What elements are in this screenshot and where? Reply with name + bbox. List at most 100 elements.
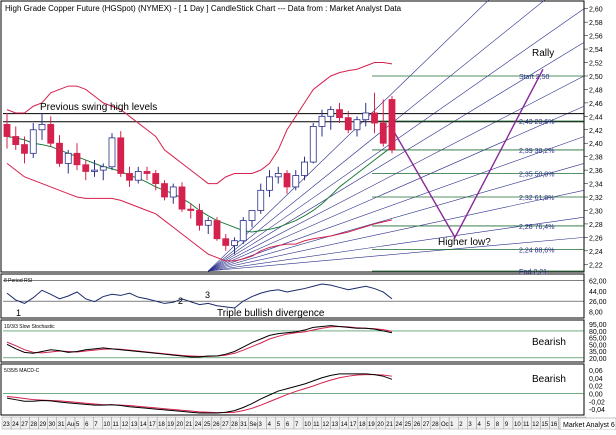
- x-axis-label: 9: [505, 422, 509, 428]
- price-axis-label: 2,24: [589, 249, 603, 256]
- x-axis-label: 13: [332, 422, 339, 428]
- x-axis-label: 24: [12, 422, 19, 428]
- candle-body: [12, 136, 20, 145]
- previous-swing-label: Previous swing high levels: [40, 102, 157, 113]
- x-axis-label: 17: [350, 422, 357, 428]
- x-axis-label: 8: [496, 422, 500, 428]
- x-axis-label: 15: [541, 422, 548, 428]
- candle-body: [318, 115, 326, 127]
- fib-level-label: 2,39 38,2%: [519, 148, 554, 155]
- x-axis-label: 31: [240, 422, 247, 428]
- price-axis-label: 2,32: [589, 195, 603, 202]
- candle-body: [274, 173, 282, 178]
- candle-body: [82, 164, 90, 172]
- x-axis-label: 5: [487, 422, 491, 428]
- candle-body: [29, 129, 37, 154]
- x-axis-label: 3: [468, 422, 472, 428]
- price-axis-label: 2,36: [589, 168, 603, 175]
- rsi-axis-label: 62,00: [589, 279, 607, 286]
- x-axis-label: 24: [395, 422, 402, 428]
- candle-body: [231, 240, 238, 246]
- x-axis-label: 6: [85, 422, 89, 428]
- x-axis-label: 10: [514, 422, 521, 428]
- candle-body: [91, 169, 98, 172]
- x-axis-label: 25: [405, 422, 412, 428]
- rsi-line: [6, 283, 393, 309]
- price-axis-label: 2,30: [589, 208, 603, 215]
- divergence-point-3: 3: [205, 290, 210, 300]
- candle-body: [379, 122, 387, 144]
- macd-panel-label: 5/35/5 MACD-C: [4, 368, 40, 374]
- x-axis-label: 27: [423, 422, 430, 428]
- price-axis-label: 2,60: [589, 7, 603, 14]
- stochastic-axis-label: 50,00: [589, 342, 607, 349]
- candle-body: [64, 152, 72, 164]
- price-axis-label: 2,42: [589, 128, 603, 135]
- candle-body: [117, 137, 125, 174]
- candle-body: [371, 112, 378, 124]
- price-axis-label: 2,34: [589, 182, 603, 189]
- price-axis-label: 2,22: [589, 262, 603, 269]
- x-axis-label: 12: [122, 422, 129, 428]
- fib-level-label: 2,43 23,6%: [519, 119, 554, 126]
- divergence-point-1: 1: [16, 308, 21, 318]
- x-axis-label: 28: [30, 422, 37, 428]
- candle-body: [73, 152, 81, 166]
- x-axis-label: 20: [176, 422, 183, 428]
- x-axis-label: 18: [158, 422, 165, 428]
- fib-level-label: 2,24 88,6%: [519, 247, 554, 254]
- x-axis-label: Sep: [249, 422, 260, 428]
- rsi-axis-label: 8,00: [589, 309, 603, 316]
- x-axis-label: 17: [149, 422, 156, 428]
- x-axis-label: 14: [140, 422, 147, 428]
- candle-body: [362, 112, 370, 121]
- x-axis-label: 6: [286, 422, 290, 428]
- stochastic-k-line: [6, 325, 393, 358]
- stochastic-axis-label: 35,00: [589, 349, 607, 356]
- x-axis-label: 10: [304, 422, 311, 428]
- x-axis-label: 24: [195, 422, 202, 428]
- stochastic-axis-label: 95,00: [589, 322, 607, 329]
- candle-body: [327, 109, 335, 117]
- x-axis-label: 29: [40, 422, 47, 428]
- candle-body: [152, 173, 160, 184]
- candle-body: [134, 171, 142, 181]
- x-axis-label: 27: [222, 422, 229, 428]
- x-axis-label: 11: [523, 422, 530, 428]
- candle-body: [187, 208, 195, 211]
- macd-signal-line: [6, 374, 393, 414]
- candle-body: [257, 189, 265, 211]
- x-axis-label: 19: [167, 422, 174, 428]
- x-axis-label: 13: [131, 422, 138, 428]
- macd-line: [6, 373, 393, 414]
- candle-body: [56, 142, 63, 164]
- x-axis-label: 28: [231, 422, 238, 428]
- x-axis-label: 18: [359, 422, 366, 428]
- x-axis-label: 21: [386, 422, 393, 428]
- x-axis-label: 2: [459, 422, 463, 428]
- candle-body: [21, 144, 28, 154]
- macd-bearish-label: Bearish: [532, 374, 566, 385]
- stochastic-bearish-label: Bearish: [532, 337, 566, 348]
- price-axis-label: 2,44: [589, 114, 603, 121]
- fan-line: [208, 105, 585, 272]
- price-axis-label: 2,56: [589, 34, 603, 41]
- candle-body: [38, 123, 46, 131]
- rally-label: Rally: [532, 48, 554, 59]
- fan-line: [208, 136, 585, 272]
- x-axis-label: 11: [313, 422, 320, 428]
- candle-body: [292, 175, 300, 188]
- x-axis-label: 1: [450, 422, 454, 428]
- projection-path: [388, 68, 544, 239]
- stochastic-axis-label: 20,00: [589, 356, 607, 363]
- price-axis-label: 2,58: [589, 20, 603, 27]
- candle-body: [239, 220, 247, 242]
- candle-body: [99, 166, 107, 171]
- fan-line: [208, 42, 585, 272]
- x-axis-label: 11: [113, 422, 120, 428]
- x-axis-label: 12: [532, 422, 539, 428]
- rsi-panel: [0, 273, 585, 319]
- candle-body: [108, 137, 116, 168]
- candle-body: [301, 161, 308, 176]
- candle-body: [126, 173, 133, 181]
